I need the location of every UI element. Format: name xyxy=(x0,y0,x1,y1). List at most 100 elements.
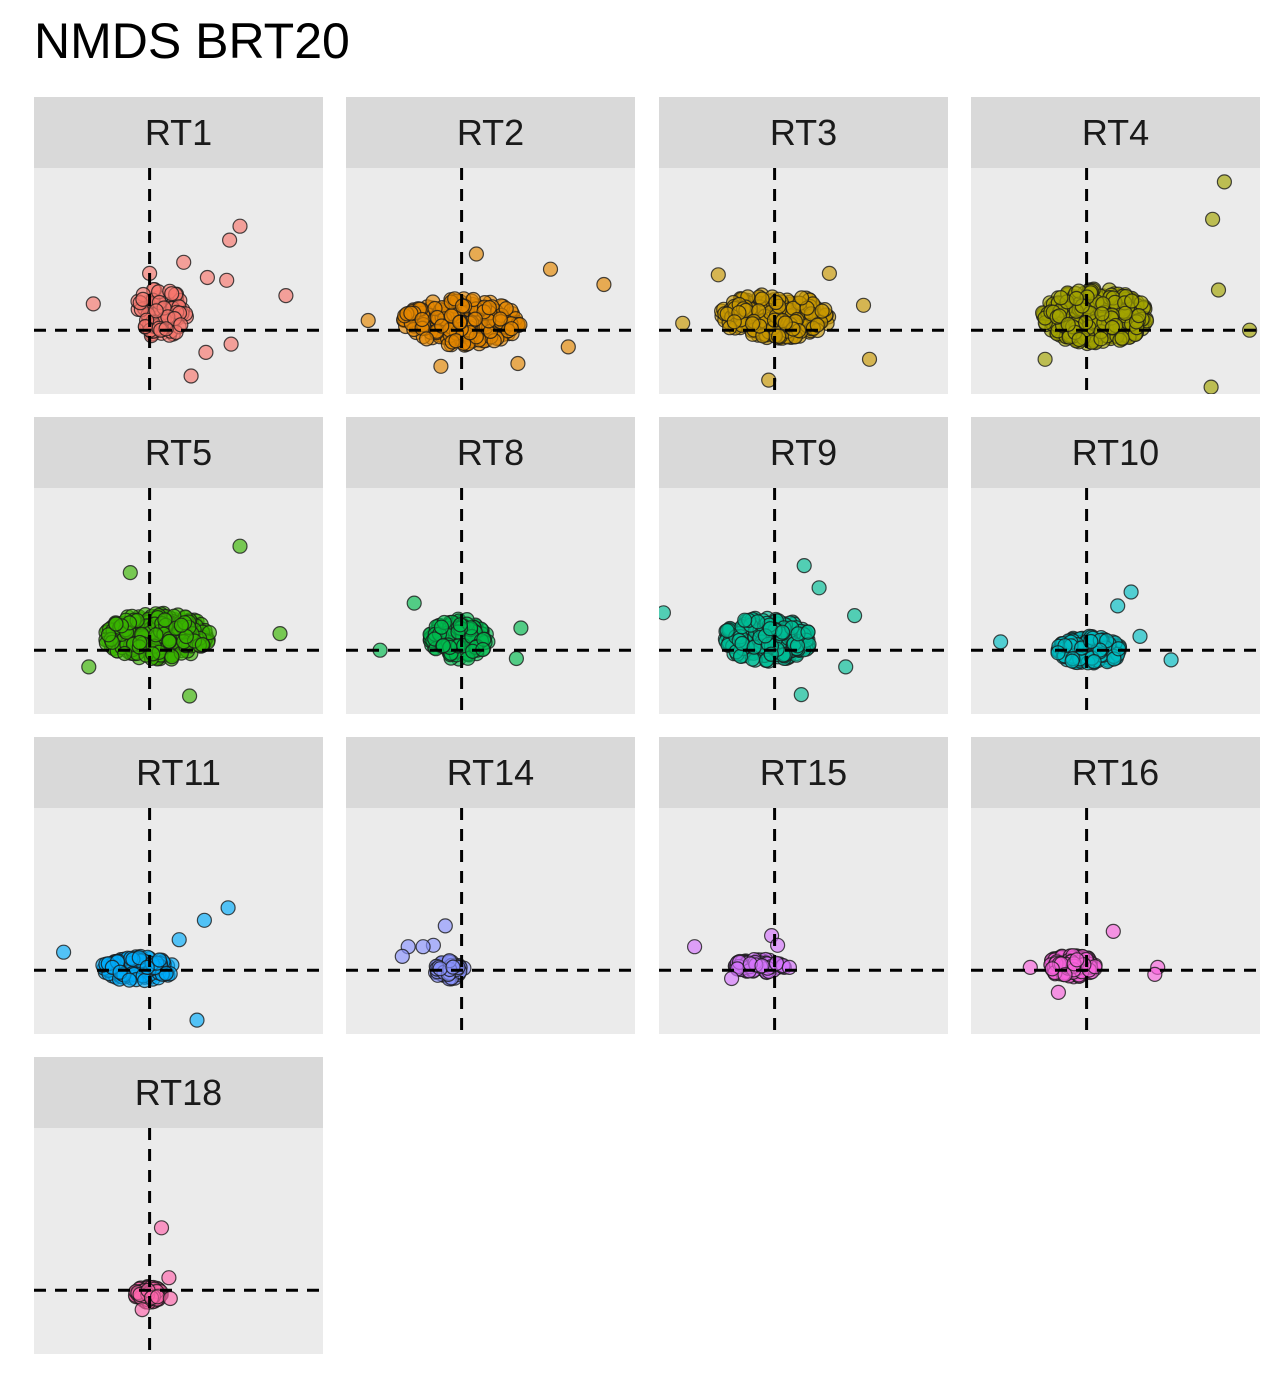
data-point xyxy=(1110,598,1126,614)
data-point xyxy=(151,952,168,968)
points-group xyxy=(127,1220,178,1318)
points-group xyxy=(1034,174,1258,394)
data-point xyxy=(222,232,238,248)
chart-title: NMDS BRT20 xyxy=(34,13,350,69)
data-point xyxy=(199,269,215,286)
data-point xyxy=(135,291,151,307)
data-point xyxy=(394,948,410,964)
data-point xyxy=(171,932,187,948)
facet-panel-rt9: RT9 xyxy=(659,417,948,714)
data-point xyxy=(452,314,468,330)
data-point xyxy=(157,612,173,628)
data-point xyxy=(781,959,797,975)
facet-plot-area xyxy=(34,168,323,394)
facet-strip-label: RT11 xyxy=(34,737,323,808)
data-point xyxy=(1050,984,1067,1000)
facet-panel-rt15: RT15 xyxy=(659,737,948,1034)
data-point xyxy=(189,1012,205,1028)
points-group xyxy=(659,557,863,703)
facet-panel-rt3: RT3 xyxy=(659,97,948,394)
data-point xyxy=(220,900,236,916)
data-point xyxy=(1132,628,1148,644)
data-point xyxy=(162,1290,178,1307)
facet-plot-area xyxy=(659,488,948,714)
points-group xyxy=(1022,923,1166,1000)
data-point xyxy=(183,368,199,384)
data-point xyxy=(542,261,559,277)
data-point xyxy=(1147,966,1163,982)
data-point xyxy=(219,272,235,288)
facet-plot-area xyxy=(34,808,323,1034)
data-point xyxy=(445,959,461,975)
data-point xyxy=(232,538,248,554)
data-point xyxy=(1114,330,1130,346)
data-point xyxy=(1163,652,1179,668)
points-group xyxy=(993,584,1179,671)
data-point xyxy=(723,970,740,987)
facet-plot-area xyxy=(346,488,635,714)
scatter-svg xyxy=(34,1128,323,1354)
data-point xyxy=(415,939,431,955)
points-group xyxy=(675,265,878,388)
data-point xyxy=(1037,351,1053,367)
data-point xyxy=(161,1270,177,1286)
data-point xyxy=(1105,923,1121,940)
data-point xyxy=(814,303,830,319)
data-point xyxy=(1093,331,1109,347)
scatter-svg xyxy=(659,168,948,394)
facet-panel-rt4: RT4 xyxy=(971,97,1260,394)
data-point xyxy=(1124,293,1140,309)
facet-plot-area xyxy=(971,168,1260,394)
data-point xyxy=(182,688,198,704)
data-point xyxy=(777,315,793,331)
data-point xyxy=(821,265,837,282)
data-point xyxy=(173,317,189,333)
data-point xyxy=(710,267,726,283)
data-point xyxy=(278,287,294,304)
data-point xyxy=(560,339,576,355)
data-point xyxy=(122,564,138,581)
points-group xyxy=(81,538,288,704)
facet-panel-rt10: RT10 xyxy=(971,417,1260,714)
data-point xyxy=(468,246,484,262)
facet-panel-rt8: RT8 xyxy=(346,417,635,714)
data-point xyxy=(360,312,376,329)
data-point xyxy=(198,344,214,360)
scatter-svg xyxy=(346,808,635,1034)
data-point xyxy=(148,627,164,643)
data-point xyxy=(173,617,189,633)
data-point xyxy=(1068,290,1085,307)
points-group xyxy=(56,900,236,1028)
scatter-svg xyxy=(34,488,323,714)
data-point xyxy=(769,937,786,953)
data-point xyxy=(117,645,133,662)
data-point xyxy=(164,286,180,302)
data-point xyxy=(148,303,164,319)
facet-strip-label: RT16 xyxy=(971,737,1260,808)
facet-strip-label: RT2 xyxy=(346,97,635,168)
data-point xyxy=(81,659,97,675)
facet-panel-rt1: RT1 xyxy=(34,97,323,394)
facet-panel-rt11: RT11 xyxy=(34,737,323,1034)
facet-plot-area xyxy=(34,488,323,714)
points-group xyxy=(360,246,612,374)
data-point xyxy=(492,311,508,327)
data-point xyxy=(838,659,854,675)
scatter-svg xyxy=(971,488,1260,714)
data-point xyxy=(433,358,449,374)
data-point xyxy=(232,218,248,234)
data-point xyxy=(467,311,483,327)
scatter-svg xyxy=(346,168,635,394)
data-point xyxy=(1022,959,1038,975)
data-point xyxy=(414,311,430,328)
data-point xyxy=(855,297,872,313)
data-point xyxy=(1050,645,1066,661)
points-group xyxy=(686,927,797,987)
data-point xyxy=(164,649,180,665)
scatter-svg xyxy=(34,808,323,1034)
data-point xyxy=(132,634,148,651)
data-point xyxy=(161,633,177,649)
facet-plot-area xyxy=(971,808,1260,1034)
data-point xyxy=(503,321,519,337)
facet-strip-label: RT1 xyxy=(34,97,323,168)
